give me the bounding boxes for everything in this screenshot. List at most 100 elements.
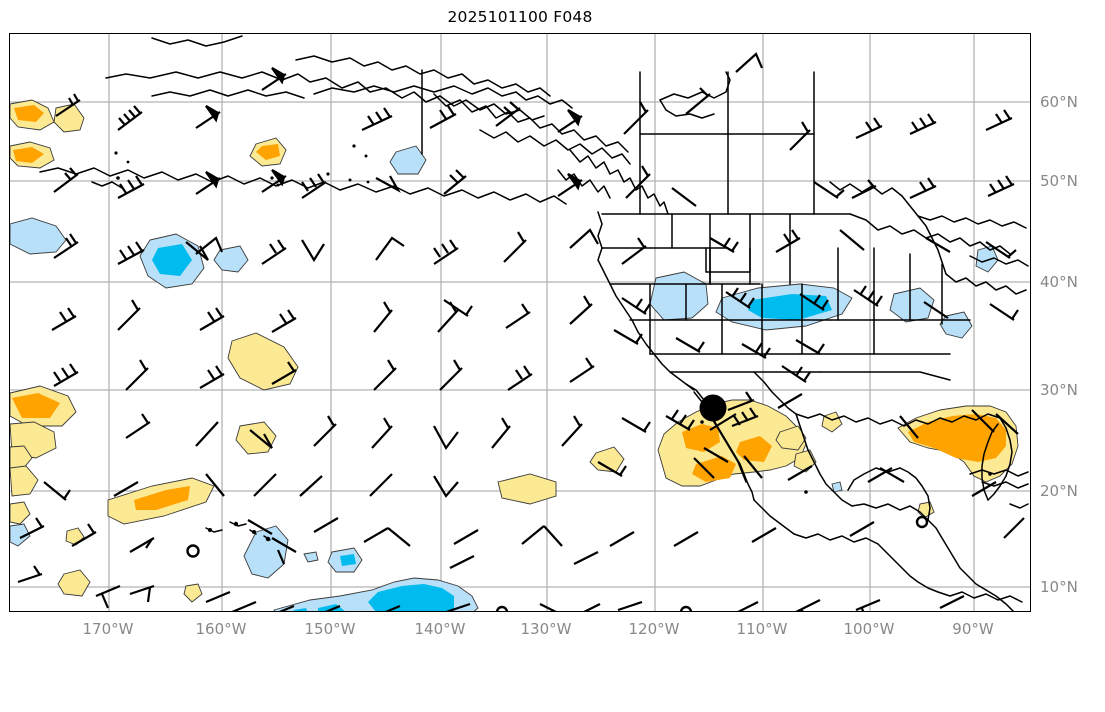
wind-barb [789, 121, 811, 151]
coastline-aleutian [39, 167, 341, 191]
small-circle-marker [186, 544, 200, 558]
coastline-us-west [597, 211, 695, 391]
lat-tick-label: 10°N [1040, 578, 1078, 596]
wind-barb [775, 229, 801, 253]
wind-barb [1003, 517, 1025, 539]
contour-fill-positive [227, 332, 299, 391]
wind-barb [971, 481, 997, 497]
wind-barb [247, 519, 273, 535]
wind-barb [443, 299, 473, 317]
contour-fill-negative [889, 287, 935, 323]
wind-barb [195, 236, 224, 255]
wind-barb [737, 601, 759, 611]
contour-fill-positive-core [256, 144, 280, 160]
storm-center-marker [699, 394, 727, 422]
coastline-bc-inner [557, 169, 611, 199]
wind-barb [879, 467, 905, 483]
wind-barb [205, 590, 231, 604]
page-title: 2025101100 F048 [447, 8, 593, 26]
border-state [819, 371, 951, 381]
wind-barb [113, 481, 139, 497]
wind-barb [709, 413, 737, 431]
wind-barb [557, 109, 583, 133]
border-canada-hudson [659, 99, 715, 119]
wind-barb [853, 285, 883, 307]
small-circle-marker [915, 515, 929, 529]
wind-barb [385, 604, 401, 611]
wind-barb [923, 301, 949, 319]
wind-barb [205, 473, 225, 497]
wind-barb [117, 175, 145, 199]
wind-barb [261, 169, 287, 193]
open-circle-markers [186, 515, 929, 611]
contour-fill-positive-core [134, 486, 190, 510]
wind-barb [985, 241, 1017, 259]
coastline-great-lakes [945, 273, 1027, 295]
wind-barb [373, 301, 393, 333]
coastline-florida [987, 417, 1013, 501]
wind-barb [429, 105, 457, 129]
contour-fill-positive-core [14, 105, 44, 122]
contour-fill-positive [235, 421, 277, 455]
contour-fill-negative [831, 481, 843, 493]
coastline-caribbean [969, 469, 1029, 477]
contour-fill-negative [303, 551, 319, 563]
wind-barb [231, 600, 257, 611]
lon-tick-label: 110°W [736, 620, 788, 638]
wind-barb [125, 359, 149, 391]
wind-barb [503, 231, 527, 263]
wind-barb [129, 584, 155, 603]
coastline-yucatan [847, 467, 901, 491]
wind-barb [301, 239, 325, 263]
wind-barb [855, 598, 881, 611]
wind-barb [199, 307, 225, 331]
wind-barb [185, 241, 209, 261]
wind-barb [675, 337, 705, 353]
wind-barb [507, 365, 533, 391]
lon-tick-label: 150°W [304, 620, 356, 638]
wind-barb [445, 602, 471, 611]
coastline-alaska [313, 85, 573, 109]
wind-barb [195, 105, 221, 129]
contour-fill-positive [57, 569, 91, 597]
wind-barb [299, 475, 323, 497]
wind-barb [609, 531, 635, 547]
wind-barb [253, 473, 277, 497]
wind-barb [55, 93, 81, 117]
lon-tick-label: 160°W [195, 620, 247, 638]
wind-barb [313, 415, 337, 447]
lat-tick-label: 40°N [1040, 273, 1078, 291]
wind-barb [731, 407, 759, 428]
lon-tick-label: 120°W [628, 620, 680, 638]
wind-barb [195, 421, 219, 447]
wind-barb [995, 413, 1019, 435]
wind-barb [439, 359, 463, 391]
wind-barb [795, 599, 821, 611]
wind-barb [443, 169, 467, 195]
coastline-hawaii [229, 521, 247, 527]
wind-barb [909, 113, 937, 135]
wind-barb [117, 299, 141, 331]
wind-barb [569, 295, 593, 325]
wind-barb [727, 391, 755, 412]
wind-barb [375, 236, 405, 261]
wind-barb [989, 303, 1019, 321]
wind-barb [735, 52, 764, 73]
wind-barb [53, 363, 79, 387]
wind-barb [271, 537, 297, 553]
contour-fill-negative [389, 145, 427, 175]
wind-barb [276, 549, 286, 565]
coastline-central-am [927, 519, 987, 591]
wind-barb [261, 239, 287, 265]
wind-barb [125, 413, 151, 439]
wind-barb [433, 475, 459, 498]
wind-barb [925, 237, 951, 253]
wind-barb [375, 175, 401, 193]
wind-barb [17, 565, 43, 584]
wind-barb [491, 417, 511, 449]
wind-barb [777, 393, 803, 409]
coastline-gulf [795, 413, 905, 427]
wind-barb [703, 447, 729, 463]
contour-fill-positive-core [908, 414, 1006, 462]
